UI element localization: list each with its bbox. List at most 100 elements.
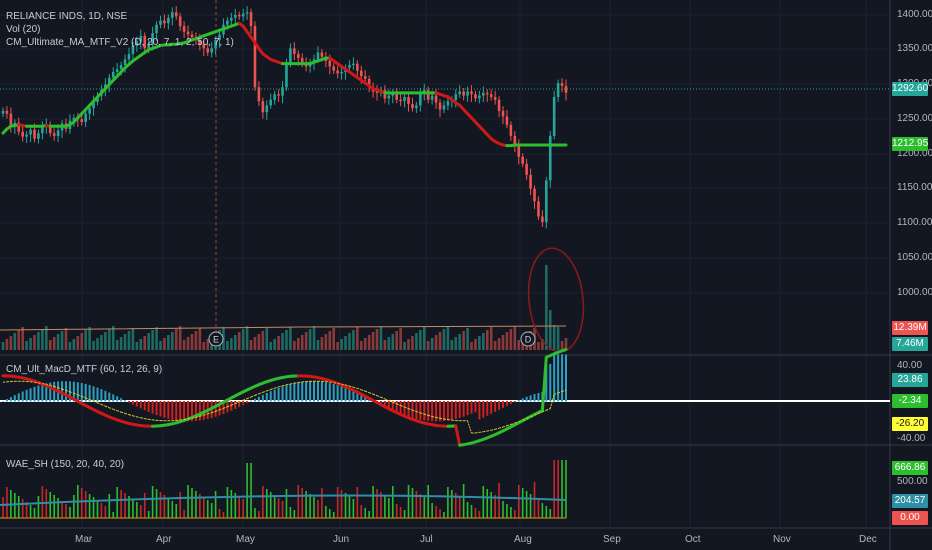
wae-bar (344, 493, 347, 518)
candle-body (241, 13, 245, 17)
volume-bar (438, 332, 442, 350)
macd-histogram-bar (29, 388, 32, 402)
macd-signal-segment (538, 411, 543, 414)
candle-body (489, 94, 493, 98)
wae-bar (486, 489, 489, 518)
macd-histogram-bar (391, 401, 394, 411)
macd-signal-segment (54, 386, 59, 389)
volume-bar (277, 336, 280, 350)
wae-bar (65, 504, 67, 518)
macd-signal-segment (223, 406, 228, 409)
wae-bar (96, 500, 99, 518)
macd-histogram-bar (360, 394, 363, 402)
candle-body (387, 95, 391, 99)
wae-bar (423, 497, 426, 518)
candle-body (37, 133, 40, 139)
time-axis-label: Jun (333, 534, 350, 545)
wae-bar (254, 508, 256, 518)
macd-signal-segment (113, 408, 118, 412)
macd-histogram-bar (190, 401, 193, 422)
macd-signal-segment (101, 404, 106, 407)
macd-histogram-bar (139, 401, 142, 409)
volume-bar (336, 342, 339, 350)
time-axis-label: Jul (420, 534, 433, 545)
macd-signal-segment (262, 390, 267, 393)
macd-histogram-bar (261, 394, 264, 402)
macd-histogram-bar (92, 386, 95, 402)
wae-bar (230, 490, 233, 518)
wae-bar (199, 494, 201, 518)
candle-body (21, 131, 24, 137)
indicator-tick-label: 500.00 (897, 476, 928, 487)
wae-bar (411, 488, 414, 518)
candle-body (159, 20, 162, 25)
wae-bar (285, 489, 288, 518)
volume-bar (123, 334, 127, 350)
ma-indicator-legend[interactable]: CM_Ultimate_MA_MTF_V2 (D, 20, 7, 1, 2, 5… (6, 37, 234, 48)
macd-signal-segment (57, 387, 63, 390)
macd-signal-segment (117, 410, 122, 413)
wae-bar (439, 509, 441, 518)
volume-bar (143, 336, 147, 350)
wae-bar (313, 497, 315, 518)
macd-signal-segment (85, 397, 90, 401)
volume-bar (1, 342, 5, 350)
volume-bar (478, 336, 481, 350)
volume-bar (415, 333, 418, 350)
volume-bar (509, 329, 513, 350)
wae-bar (139, 505, 142, 518)
volume-bar (371, 332, 375, 350)
macd-signal-segment (353, 386, 358, 389)
macd-signal-segment (81, 395, 86, 399)
macd-signal-segment (549, 394, 555, 409)
wae-bar (510, 507, 512, 518)
macd-histogram-bar (450, 401, 453, 420)
volume-bar (367, 335, 371, 350)
wae-bar (128, 496, 130, 518)
macd-signal-segment (376, 395, 382, 398)
candle-body (548, 135, 552, 181)
volume-bar (304, 332, 308, 350)
volume-bar (167, 335, 170, 350)
wae-bar (514, 510, 516, 518)
time-axis-label: May (236, 534, 255, 545)
volume-bar (426, 341, 430, 350)
wae-bar (179, 492, 181, 518)
macd-signal-segment (231, 403, 236, 406)
macd-histogram-bar (537, 392, 540, 402)
candle-body (462, 91, 465, 96)
macd-signal-segment (341, 383, 346, 386)
volume-bar (9, 336, 13, 350)
macd-signal-segment (384, 398, 390, 402)
volume-bar (17, 330, 21, 350)
macd-histogram-bar (246, 401, 249, 404)
macd-histogram-bar (2, 401, 4, 402)
macd-histogram-bar (419, 401, 422, 420)
candle-body (206, 48, 210, 53)
candle-body (470, 91, 473, 95)
candle-body (210, 48, 213, 53)
time-axis-label: Nov (773, 534, 791, 545)
macd-signal-segment (557, 390, 563, 394)
volume-bar (230, 338, 233, 350)
volume-bar (552, 325, 556, 350)
wae-bar (6, 487, 8, 518)
wae-bar (258, 511, 260, 518)
macd-histogram-bar (45, 383, 48, 402)
candle-body (1, 110, 5, 114)
macd-indicator-legend[interactable]: CM_Ult_MacD_MTF (60, 12, 26, 9) (6, 364, 163, 375)
wae-indicator-legend[interactable]: WAE_SH (150, 20, 40, 20) (6, 459, 125, 470)
volume-bar (541, 339, 544, 350)
wae-bar (380, 492, 382, 518)
macd-histogram-bar (230, 401, 233, 411)
candle-body (265, 105, 269, 113)
macd-histogram-bar (265, 392, 268, 402)
macd-signal-segment (483, 430, 488, 433)
candle-body (375, 91, 379, 93)
wae-bar (470, 505, 473, 518)
macd-signal-segment (274, 386, 279, 389)
macd-signal-segment (136, 416, 141, 419)
macd-signal-segment (69, 391, 75, 394)
wae-bar (273, 495, 276, 518)
